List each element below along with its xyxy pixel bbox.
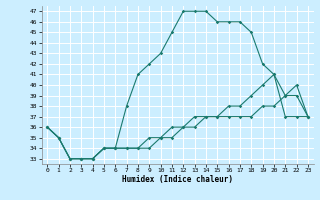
X-axis label: Humidex (Indice chaleur): Humidex (Indice chaleur) (122, 175, 233, 184)
